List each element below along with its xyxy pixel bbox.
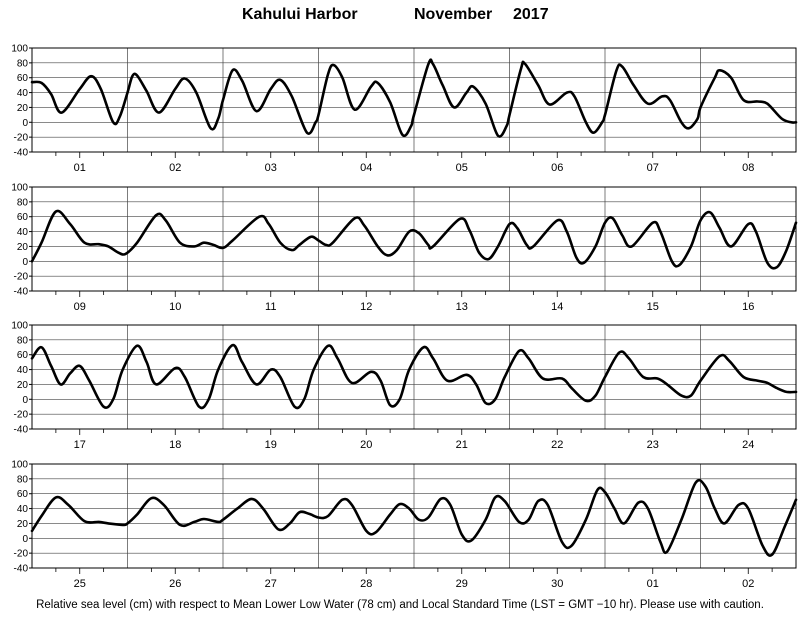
panel-3-day-label: 20 <box>360 439 372 451</box>
panel-3-y-tick-label: 0 <box>22 395 28 406</box>
panel-4-y-tick-label: 100 <box>11 460 28 471</box>
panel-1-day-label: 05 <box>456 162 468 174</box>
panel-4-day-label: 30 <box>551 578 563 590</box>
panel-2-day-label: 14 <box>551 301 563 313</box>
panel-1-day-label: 01 <box>74 162 86 174</box>
panel-3-y-tick-label: -40 <box>14 425 29 436</box>
panel-4-y-tick-label: -20 <box>14 549 29 560</box>
panel-1-frame <box>31 47 797 153</box>
panel-3-day-label: 22 <box>551 439 563 451</box>
panel-2-frame <box>31 186 797 292</box>
panel-2-day-label: 11 <box>265 301 276 313</box>
panel-3-y-tick-label: 80 <box>17 335 29 346</box>
panel-2-y-tick-label: 100 <box>11 183 28 194</box>
chart-title-station: Kahului Harbor <box>242 6 358 23</box>
panel-3-y-tick-label: 60 <box>17 350 29 361</box>
panel-4-tide-line <box>30 478 798 557</box>
panel-4-y-tick-label: -40 <box>14 564 29 575</box>
panel-1-day-label: 03 <box>265 162 277 174</box>
panel-2-day-label: 15 <box>647 301 659 313</box>
panel-2-day-label: 10 <box>169 301 181 313</box>
chart-title-month: November <box>414 6 493 23</box>
panel-1-y-tick-label: 20 <box>17 103 29 114</box>
panel-4-y-tick-label: 60 <box>17 489 29 500</box>
panel-1-day-label: 04 <box>360 162 372 174</box>
panel-2-y-tick-label: 0 <box>22 257 28 268</box>
panel-1-y-tick-label: 60 <box>17 73 29 84</box>
panel-1-y-tick-label: -20 <box>14 133 29 144</box>
panel-1-day-label: 02 <box>169 162 181 174</box>
panel-4-day-label: 29 <box>456 578 468 590</box>
panel-4-y-tick-label: 20 <box>17 519 29 530</box>
panel-1-y-tick-label: 100 <box>11 44 28 55</box>
panel-3-day-label: 21 <box>456 439 468 451</box>
panel-3-day-label: 18 <box>169 439 181 451</box>
panel-1-y-tick-label: 80 <box>17 58 29 69</box>
panel-2-y-tick-label: 20 <box>17 242 29 253</box>
panel-2-day-label: 09 <box>74 301 86 313</box>
panel-3-y-tick-label: 40 <box>17 365 29 376</box>
panel-3-frame <box>31 324 797 430</box>
panel-2-y-tick-label: -20 <box>14 272 29 283</box>
panel-1-day-label: 07 <box>647 162 659 174</box>
panel-2-y-tick-label: -40 <box>14 287 29 298</box>
panel-2-day-label: 13 <box>456 301 468 313</box>
panel-3-y-tick-label: 20 <box>17 380 29 391</box>
panel-4-day-label: 26 <box>169 578 181 590</box>
chart-title-year: 2017 <box>513 6 549 23</box>
panel-3-day-label: 23 <box>647 439 659 451</box>
panel-2-y-tick-label: 60 <box>17 212 29 223</box>
panel-4-day-label: 28 <box>360 578 372 590</box>
footer-note: Relative sea level (cm) with respect to … <box>36 599 764 611</box>
panel-4-day-label: 27 <box>265 578 277 590</box>
panel-1-tide-line <box>30 58 798 138</box>
panel-3-day-label: 17 <box>74 439 86 451</box>
panel-2-tide-line <box>30 209 798 270</box>
panel-1-day-label: 08 <box>742 162 754 174</box>
panel-4-frame <box>31 463 797 569</box>
panel-4-day-label: 01 <box>647 578 659 590</box>
panel-4-day-label: 25 <box>74 578 86 590</box>
panel-4-y-tick-label: 80 <box>17 474 29 485</box>
panel-1-day-label: 06 <box>551 162 563 174</box>
panel-2-y-tick-label: 80 <box>17 197 29 208</box>
panel-3-day-label: 24 <box>742 439 754 451</box>
panel-1-y-tick-label: 0 <box>22 118 28 129</box>
panel-3-y-tick-label: -20 <box>14 410 29 421</box>
panel-1-y-tick-label: 40 <box>17 88 29 99</box>
panel-3-y-tick-label: 100 <box>11 321 28 332</box>
panel-1-y-tick-label: -40 <box>14 148 29 159</box>
panel-2-day-label: 16 <box>742 301 754 313</box>
panel-4-y-tick-label: 40 <box>17 504 29 515</box>
panel-2-day-label: 12 <box>360 301 372 313</box>
panel-4-day-label: 02 <box>742 578 754 590</box>
panel-3-tide-line <box>30 343 798 410</box>
panel-4-y-tick-label: 0 <box>22 534 28 545</box>
panel-3-day-label: 19 <box>265 439 277 451</box>
panel-2-y-tick-label: 40 <box>17 227 29 238</box>
